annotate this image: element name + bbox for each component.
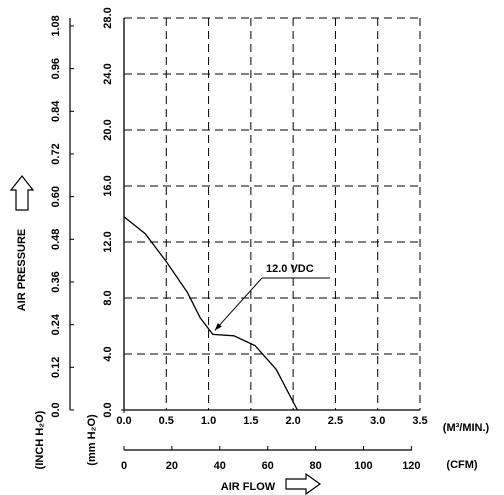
x-tick-label: 3.0 (370, 415, 385, 427)
y2-tick-label: 0.12 (50, 357, 62, 378)
leader-line (214, 277, 263, 331)
x2-tick-label: 0 (121, 460, 127, 472)
y2-tick-label: 0.0 (50, 402, 62, 417)
x-unit-label: (M³/MIN.) (443, 422, 490, 434)
y-tick-label: 16.0 (102, 175, 114, 196)
x2-tick-label: 80 (309, 460, 321, 472)
x2-tick-label: 120 (402, 460, 420, 472)
x2-tick-label: 20 (166, 460, 178, 472)
y-unit-label: (mm H₂O) (86, 414, 98, 466)
right-arrow (285, 472, 322, 495)
x2-tick-label: 40 (214, 460, 226, 472)
y2-tick-label: 0.24 (50, 313, 62, 335)
x-tick-label: 1.5 (243, 415, 258, 427)
y-tick-label: 0.0 (102, 402, 114, 417)
y-tick-label: 28.0 (102, 7, 114, 28)
x2-tick-label: 100 (354, 460, 372, 472)
x-tick-label: 1.0 (201, 415, 216, 427)
y-tick-label: 24.0 (102, 63, 114, 84)
series-label: 12.0 VDC (266, 263, 314, 275)
y2-tick-label: 0.60 (50, 186, 62, 207)
x-tick-label: 2.0 (285, 415, 300, 427)
y2-tick-label: 0.36 (50, 271, 62, 292)
y2-tick-label: 0.72 (50, 143, 62, 164)
y2-tick-label: 0.48 (50, 229, 62, 250)
x2-tick-label: 60 (262, 460, 274, 472)
y2-tick-label: 1.08 (50, 15, 62, 36)
leader-arrowhead (214, 322, 222, 331)
y-tick-label: 8.0 (102, 290, 114, 305)
x-tick-label: 0.5 (159, 415, 174, 427)
up-arrow (9, 175, 35, 211)
y-axis-label: AIR PRESSURE (16, 229, 28, 312)
x-tick-label: 3.5 (412, 415, 427, 427)
x-tick-label: 0.0 (116, 415, 131, 427)
x2-unit-label: (CFM) (446, 459, 477, 471)
y-tick-label: 4.0 (102, 346, 114, 361)
x-tick-label: 2.5 (328, 415, 343, 427)
y2-unit-label: (INCH H₂O) (34, 410, 46, 469)
y2-tick-label: 0.96 (50, 58, 62, 79)
y2-tick-label: 0.84 (50, 100, 62, 122)
y-tick-label: 12.0 (102, 231, 114, 252)
y-tick-label: 20.0 (102, 119, 114, 140)
x-axis-label: AIR FLOW (221, 481, 276, 493)
data-line (123, 216, 298, 411)
